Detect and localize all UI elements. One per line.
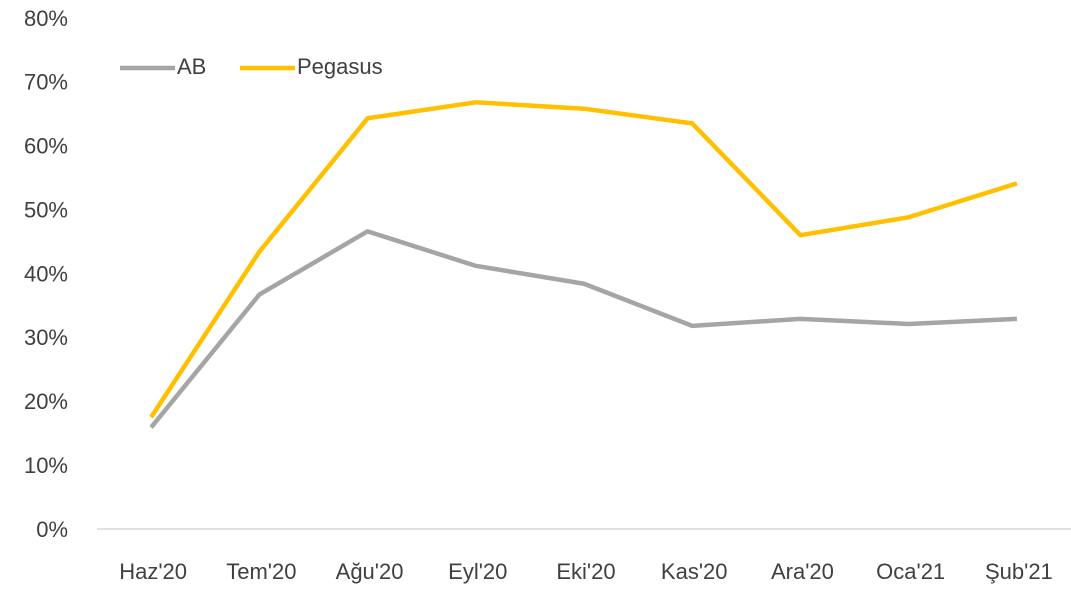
y-tick-label: 50% bbox=[24, 197, 68, 222]
y-tick-label: 70% bbox=[24, 70, 68, 95]
y-tick-label: 40% bbox=[24, 261, 68, 286]
y-tick-label: 60% bbox=[24, 134, 68, 159]
x-tick-label: Oca'21 bbox=[876, 559, 945, 584]
x-tick-label: Şub'21 bbox=[985, 559, 1053, 584]
y-tick-label: 10% bbox=[24, 453, 68, 478]
x-tick-label: Eki'20 bbox=[556, 559, 615, 584]
y-tick-label: 80% bbox=[24, 6, 68, 31]
x-tick-label: Ara'20 bbox=[771, 559, 834, 584]
y-tick-label: 0% bbox=[36, 517, 68, 542]
x-tick-label: Tem'20 bbox=[226, 559, 296, 584]
y-tick-label: 30% bbox=[24, 325, 68, 350]
series-line bbox=[149, 100, 1018, 419]
x-tick-label: Ağu'20 bbox=[336, 559, 404, 584]
y-tick-label: 20% bbox=[24, 389, 68, 414]
x-tick-label: Haz'20 bbox=[119, 559, 187, 584]
x-tick-label: Kas'20 bbox=[661, 559, 728, 584]
legend-label: Pegasus bbox=[297, 54, 383, 79]
x-tick-label: Eyl'20 bbox=[448, 559, 507, 584]
series-line bbox=[149, 229, 1017, 429]
legend-label: AB bbox=[177, 54, 206, 79]
